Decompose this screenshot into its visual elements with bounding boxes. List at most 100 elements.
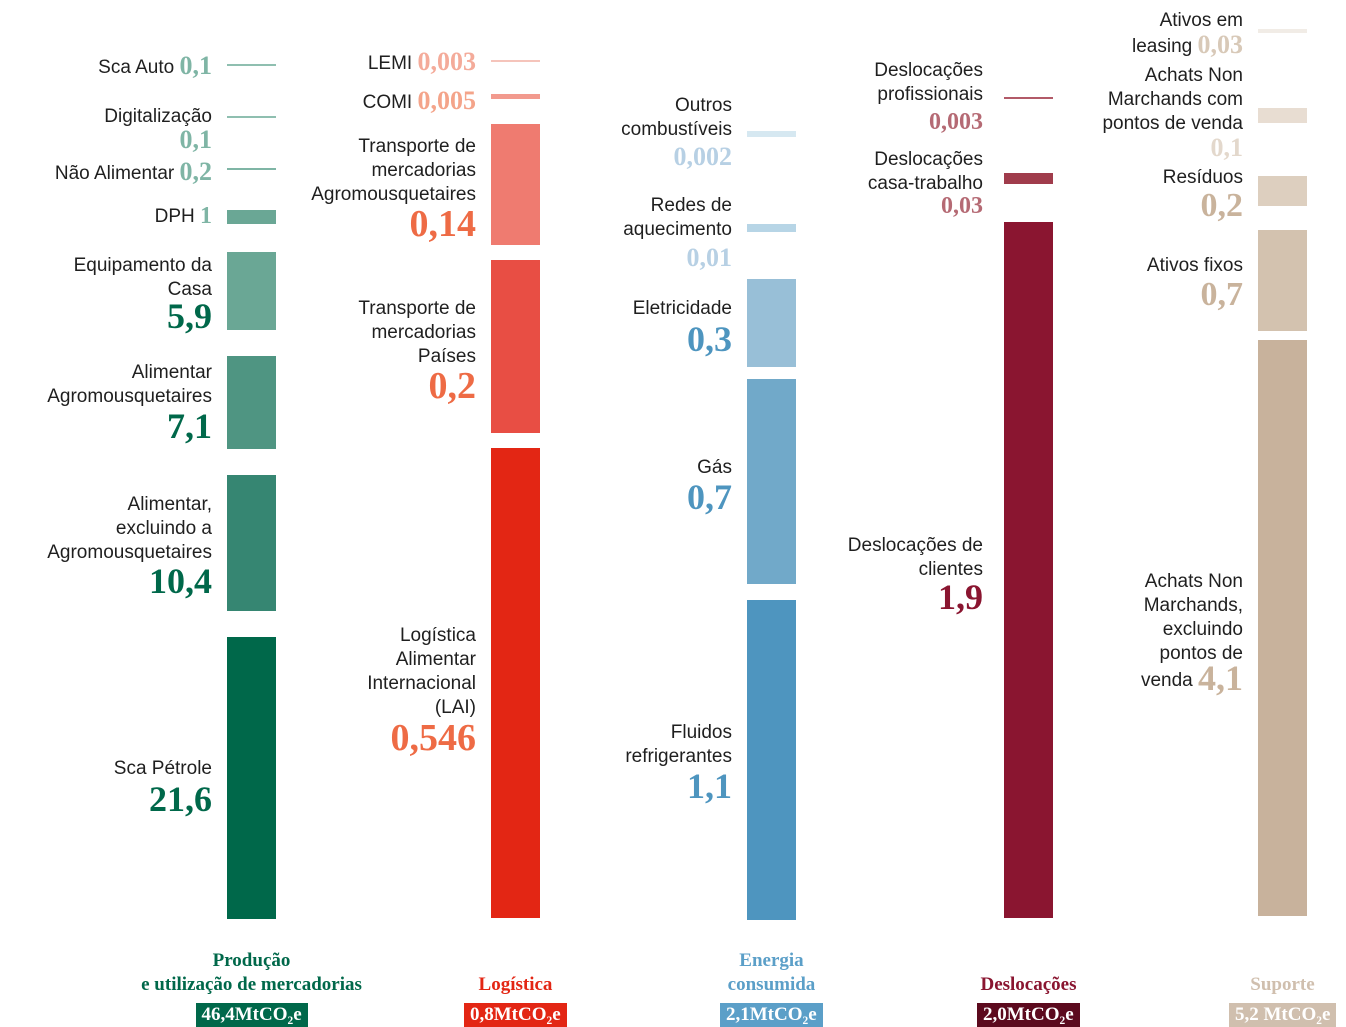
label-line: Resíduos <box>1163 166 1243 190</box>
label: profissionais <box>877 84 983 105</box>
label: Equipamento da <box>73 255 212 276</box>
label: excluindo a <box>115 518 212 539</box>
label: Marchands com <box>1107 89 1243 110</box>
label-line: excluindo <box>1163 618 1243 642</box>
label: Fluidos <box>670 722 732 743</box>
label-line: Ativos fixos <box>1147 254 1243 278</box>
value: 21,6 <box>149 779 212 819</box>
label-line: mercadorias <box>371 159 476 183</box>
label-line: Alimentar, <box>128 493 212 517</box>
label-line: LEMI 0,003 <box>367 47 477 76</box>
label: excluindo <box>1162 619 1243 640</box>
value-line: 7,1 <box>167 408 212 444</box>
group-total: 2,0MtCO₂e <box>977 1003 1080 1027</box>
label: Agromousquetaires <box>47 542 212 563</box>
label-line: refrigerantes <box>625 745 732 769</box>
group-title: Energia <box>739 950 804 971</box>
group-title: Deslocações <box>980 974 1077 995</box>
value: 0,003 <box>417 47 477 76</box>
label-line: Digitalização <box>104 105 212 129</box>
label: Agromousquetaires <box>311 184 476 205</box>
label: LEMI <box>367 53 413 74</box>
value: 1 <box>200 203 212 229</box>
label-line: pontos de <box>1160 642 1243 666</box>
label: leasing <box>1132 36 1193 57</box>
value: 1,1 <box>687 766 732 806</box>
value: 0,1 <box>179 51 213 80</box>
label-line: COMI 0,005 <box>363 88 476 114</box>
label: aquecimento <box>623 219 732 240</box>
label: Alimentar <box>395 649 476 670</box>
label: refrigerantes <box>625 746 732 767</box>
segment <box>1004 222 1053 918</box>
segment <box>491 60 540 62</box>
label: Ativos em <box>1159 10 1243 31</box>
label: Achats Non <box>1144 571 1243 592</box>
segment <box>227 64 276 66</box>
label-line: venda 4,1 <box>1140 660 1243 696</box>
segment <box>1004 97 1053 99</box>
segment <box>227 168 276 170</box>
segment <box>1258 230 1307 331</box>
segment <box>491 124 540 245</box>
label-line: Países <box>418 345 476 369</box>
label: Sca Auto <box>98 57 175 78</box>
segment <box>227 116 276 118</box>
label-line: pontos de venda <box>1102 112 1243 136</box>
value: 0,2 <box>1200 187 1244 224</box>
value-line: 0,2 <box>1201 188 1244 224</box>
label-line: Agromousquetaires <box>47 385 212 409</box>
label-line: Agromousquetaires <box>47 541 212 565</box>
label: Agromousquetaires <box>47 386 212 407</box>
label: Outros <box>674 95 732 116</box>
value-line: 5,9 <box>167 298 212 334</box>
value-line: 0,1 <box>180 122 213 158</box>
segment <box>747 600 796 920</box>
segment <box>1258 176 1307 206</box>
value: 0,3 <box>687 319 732 359</box>
label: Marchands, <box>1143 595 1243 616</box>
value-line: 0,546 <box>391 719 477 757</box>
label-line: Equipamento da <box>74 254 212 278</box>
label: Deslocações <box>874 149 983 170</box>
label: Países <box>417 346 476 367</box>
label-line: mercadorias <box>371 321 476 345</box>
label-line: excluindo a <box>116 517 212 541</box>
label: combustíveis <box>621 119 732 140</box>
segment <box>747 224 796 232</box>
value-line: 1,9 <box>938 579 983 615</box>
label: Logística <box>399 625 476 646</box>
value-line: 0,03 <box>941 188 983 224</box>
label: venda <box>1140 670 1193 691</box>
label-line: Achats Non <box>1145 64 1243 88</box>
group-title: Produção <box>212 950 291 971</box>
group-title: Suporte <box>1250 974 1315 995</box>
label-line: Não Alimentar 0,2 <box>55 159 212 185</box>
label-line: aquecimento <box>623 218 732 242</box>
segment <box>1004 173 1053 184</box>
segment <box>747 279 796 367</box>
label-line: Outros <box>675 94 732 118</box>
label-line: Deslocações de <box>848 534 983 558</box>
value: 0,1 <box>1210 133 1244 162</box>
label: Ativos fixos <box>1146 255 1243 276</box>
label: Eletricidade <box>632 298 732 319</box>
label-line: casa-trabalho <box>868 172 983 196</box>
label-line: leasing 0,03 <box>1132 32 1243 58</box>
label-line: Sca Pétrole <box>114 757 212 781</box>
label: mercadorias <box>371 160 476 181</box>
segment <box>491 94 540 99</box>
segment <box>747 379 796 584</box>
label: Sca Pétrole <box>113 758 212 779</box>
value-line: 0,7 <box>1201 277 1244 313</box>
label-line: Achats Non <box>1145 570 1243 594</box>
label: Redes de <box>650 195 732 216</box>
label-line: Internacional <box>367 672 476 696</box>
value-line: 0,7 <box>687 479 732 515</box>
label-line: Alimentar <box>132 361 212 385</box>
segment <box>227 356 276 449</box>
value: 10,4 <box>149 561 212 601</box>
label-line: Marchands com <box>1108 88 1243 112</box>
label: casa-trabalho <box>867 173 983 194</box>
